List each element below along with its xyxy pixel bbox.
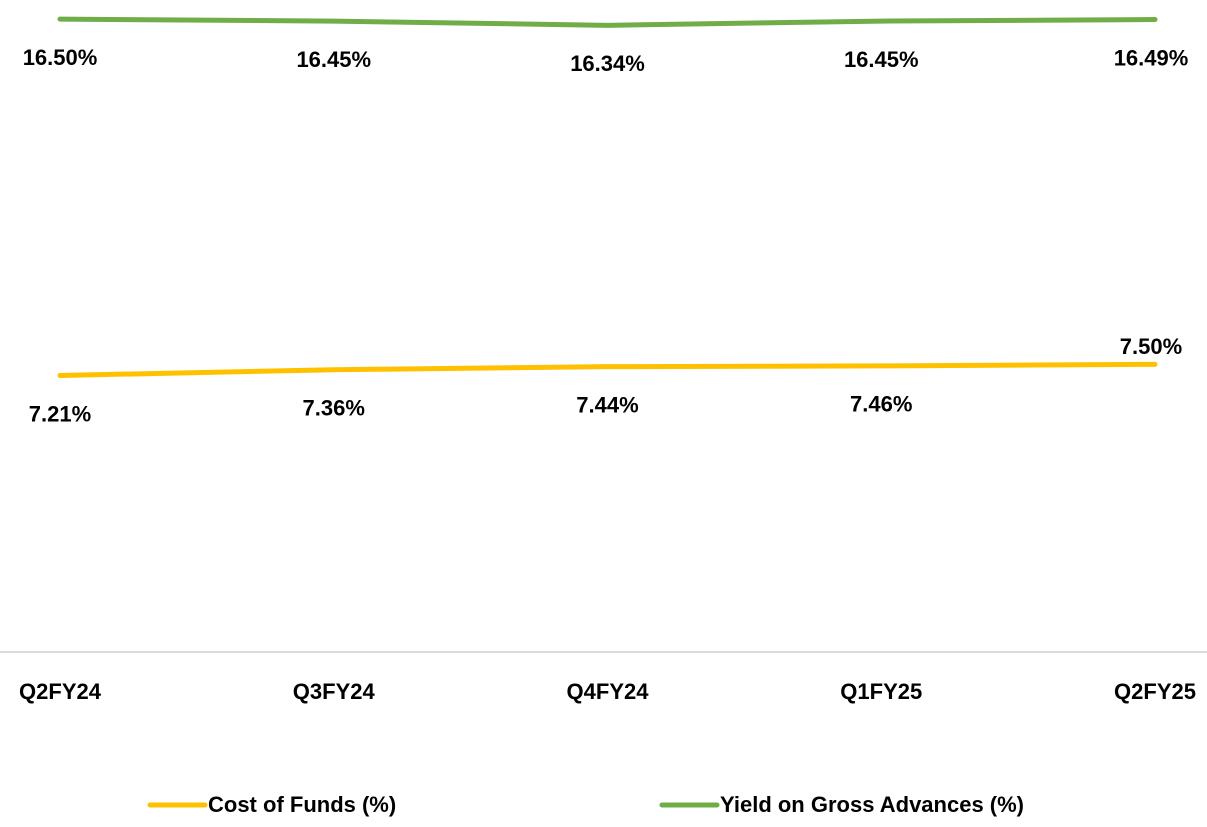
data-label: 16.45% — [296, 47, 371, 72]
legend-label: Yield on Gross Advances (%) — [720, 792, 1024, 817]
data-label: 16.50% — [23, 45, 98, 70]
x-tick-label: Q4FY24 — [567, 679, 650, 704]
data-label: 7.44% — [576, 392, 638, 417]
x-tick-label: Q1FY25 — [840, 679, 922, 704]
data-label: 7.50% — [1120, 334, 1182, 359]
data-label: 16.45% — [844, 47, 919, 72]
x-tick-label: Q3FY24 — [293, 679, 376, 704]
data-label: 16.49% — [1114, 45, 1189, 70]
data-label: 7.21% — [29, 401, 91, 426]
legend-label: Cost of Funds (%) — [208, 792, 396, 817]
data-label: 7.36% — [303, 396, 365, 421]
x-tick-label: Q2FY25 — [1114, 679, 1196, 704]
data-label: 7.46% — [850, 392, 912, 417]
series-line — [57, 16, 1158, 28]
data-label: 16.34% — [570, 51, 645, 76]
series-line — [57, 361, 1158, 378]
x-tick-label: Q2FY24 — [19, 679, 102, 704]
